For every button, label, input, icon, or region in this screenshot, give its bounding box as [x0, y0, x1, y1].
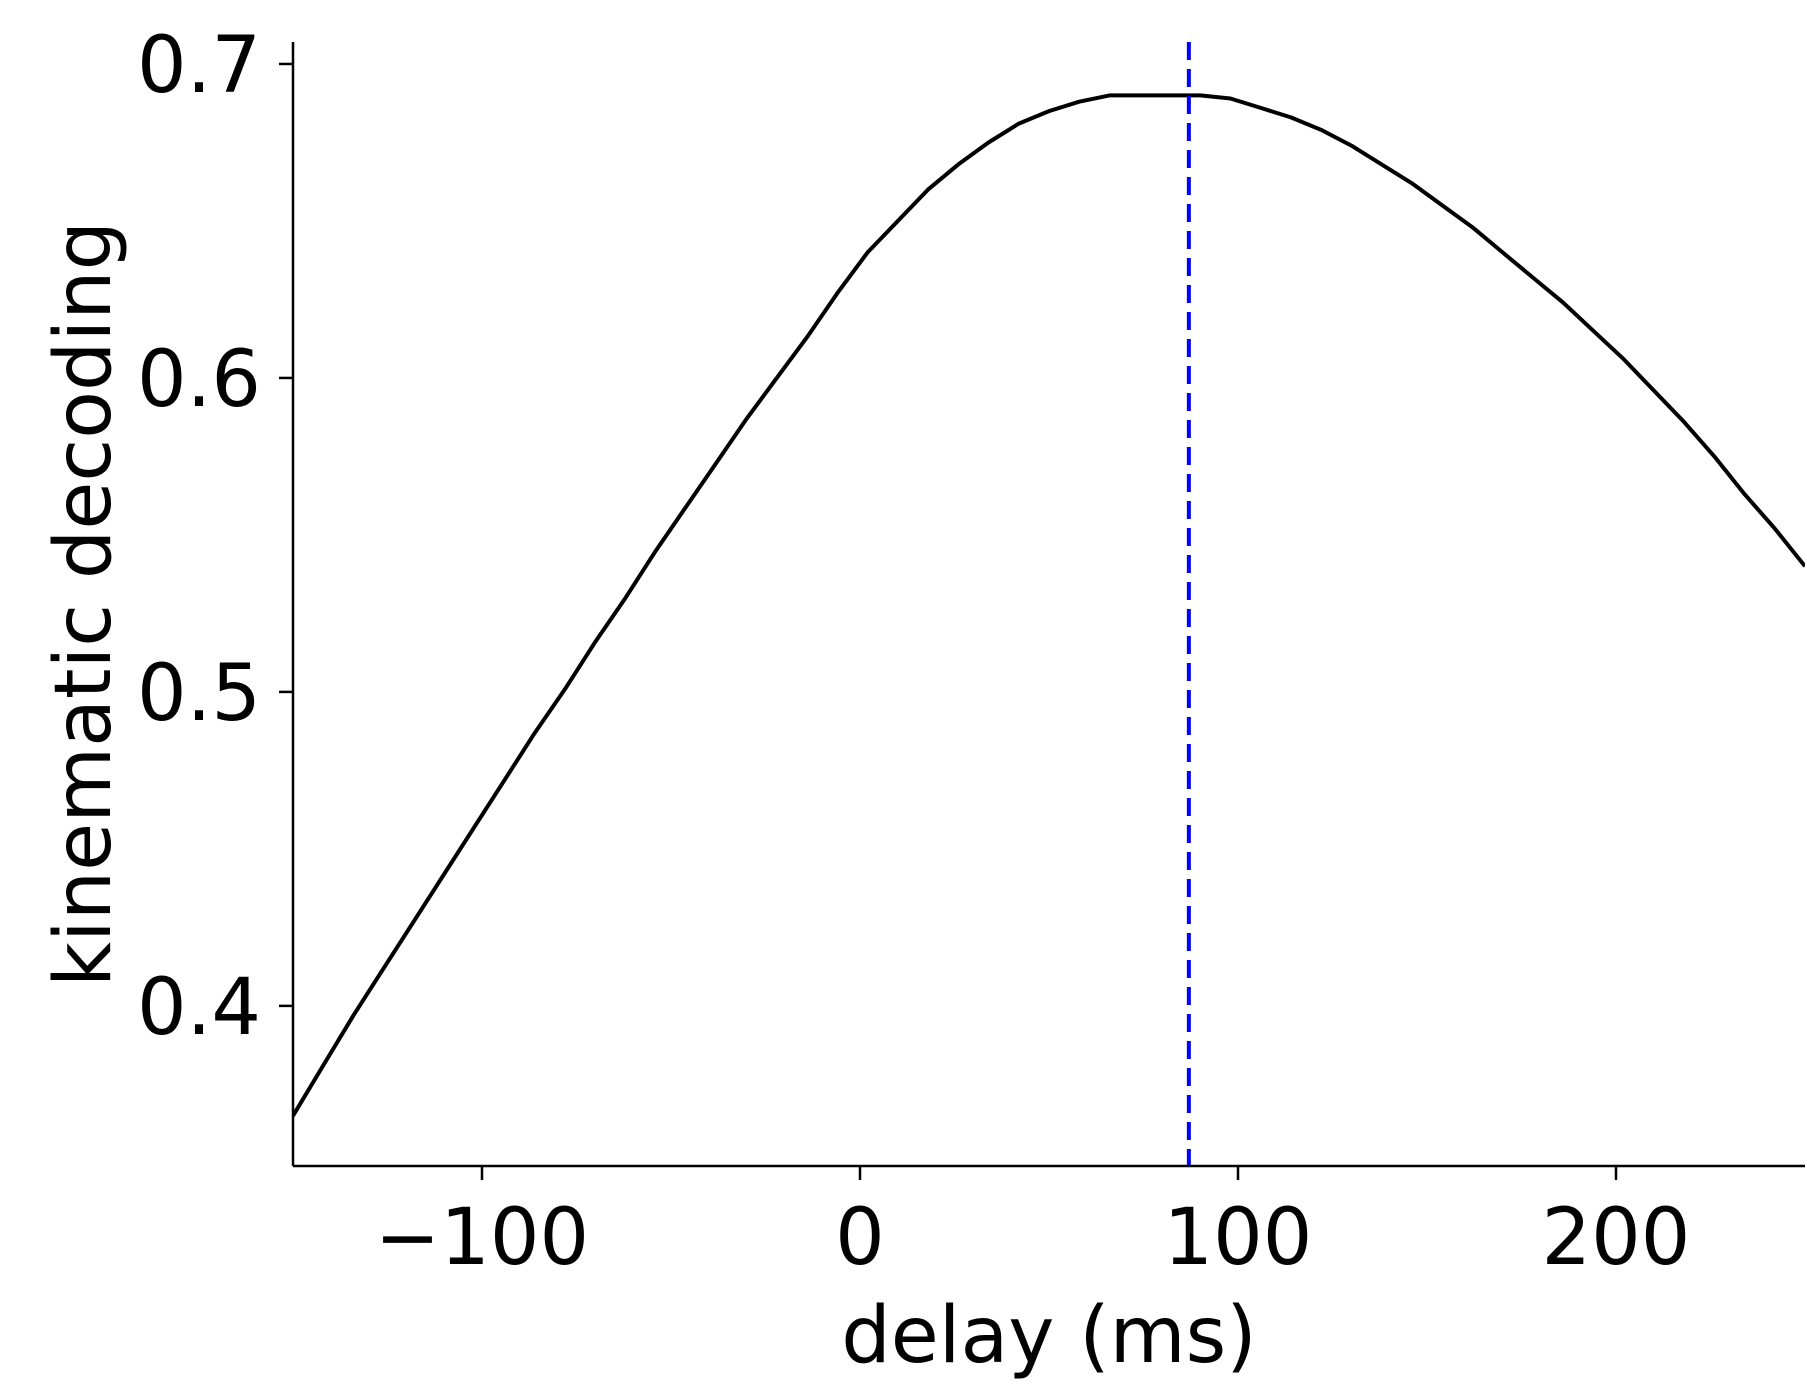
- y-axis: 0.4 0.5 0.6 0.7: [137, 21, 295, 1166]
- data-layer: [293, 42, 1805, 1166]
- series-line-1: [293, 93, 1805, 1117]
- x-axis-title: delay (ms): [841, 1291, 1256, 1381]
- y-tick-label: 0.4: [137, 963, 261, 1053]
- x-tick-label: −100: [375, 1193, 589, 1283]
- plot-area: [293, 42, 1805, 1166]
- x-tick-label: 100: [1164, 1193, 1313, 1283]
- y-tick-label: 0.7: [137, 21, 261, 111]
- x-tick-label: 0: [835, 1193, 885, 1283]
- x-tick-label: 200: [1542, 1193, 1691, 1283]
- y-tick-label: 0.5: [137, 649, 261, 739]
- y-axis-title: kinematic decoding: [39, 221, 129, 987]
- y-tick-label: 0.6: [137, 335, 261, 425]
- x-axis: −100 0 100 200: [293, 1164, 1805, 1283]
